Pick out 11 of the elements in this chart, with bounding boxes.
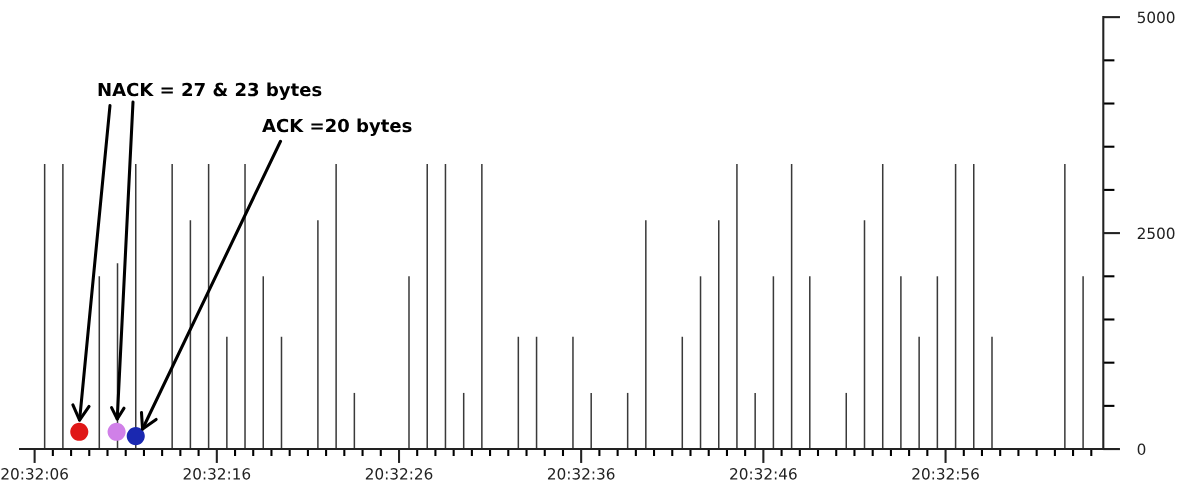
x-tick-label: 20:32:36: [547, 468, 615, 480]
annotation: NACK = 27 & 23 bytes: [98, 82, 322, 100]
x-tick-label: 20:32:16: [183, 468, 251, 480]
x-tick-label: 20:32:26: [365, 468, 433, 480]
y-tick-label: 5000: [1137, 11, 1175, 24]
x-tick-label: 20:32:46: [730, 468, 797, 480]
y-tick-label: 0: [1137, 443, 1146, 456]
annotation: ACK =20 bytes: [262, 118, 412, 136]
x-tick-label: 20:32:56: [912, 468, 979, 480]
y-tick-label: 2500: [1137, 227, 1175, 240]
x-tick-label: 20:32:06: [1, 468, 68, 480]
